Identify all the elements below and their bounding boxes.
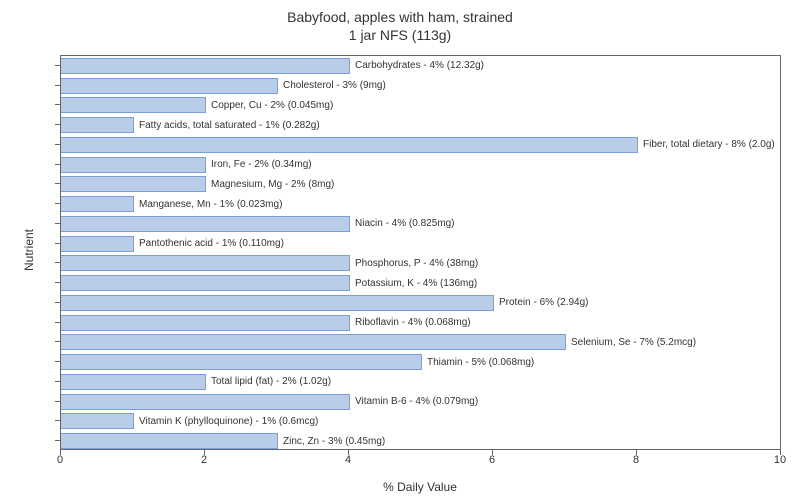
y-tick-mark [55, 381, 60, 382]
y-axis-line [60, 55, 61, 450]
y-tick-mark [55, 401, 60, 402]
bar-row: Potassium, K - 4% (136mg) [60, 275, 477, 292]
nutrient-bar [60, 334, 566, 350]
y-tick-mark [55, 203, 60, 204]
bar-row: Zinc, Zn - 3% (0.45mg) [60, 433, 385, 450]
x-axis-label: % Daily Value [60, 480, 780, 494]
y-tick-mark [55, 262, 60, 263]
bar-row: Vitamin K (phylloquinone) - 1% (0.6mcg) [60, 413, 318, 430]
nutrient-bar [60, 196, 134, 212]
bar-row: Iron, Fe - 2% (0.34mg) [60, 156, 312, 173]
y-tick-mark [55, 440, 60, 441]
bar-row: Protein - 6% (2.94g) [60, 294, 589, 311]
bar-row: Manganese, Mn - 1% (0.023mg) [60, 196, 282, 213]
bar-row: Thiamin - 5% (0.068mg) [60, 354, 534, 371]
x-tick-label: 6 [489, 454, 495, 466]
nutrient-bar-label: Total lipid (fat) - 2% (1.02g) [211, 376, 331, 387]
bar-row: Total lipid (fat) - 2% (1.02g) [60, 373, 331, 390]
y-tick-mark [55, 223, 60, 224]
y-tick-mark [55, 302, 60, 303]
nutrient-bar [60, 354, 422, 370]
x-tick-label: 0 [57, 454, 63, 466]
x-tick-label: 2 [201, 454, 207, 466]
plot-area: Carbohydrates - 4% (12.32g) Cholesterol -… [60, 55, 781, 451]
y-tick-mark [55, 65, 60, 66]
y-tick-mark [55, 104, 60, 105]
nutrient-bar [60, 176, 206, 192]
y-tick-mark [55, 164, 60, 165]
nutrient-bar-label: Selenium, Se - 7% (5.2mcg) [571, 337, 696, 348]
nutrient-bar-label: Protein - 6% (2.94g) [499, 297, 589, 308]
y-tick-mark [55, 420, 60, 421]
nutrient-bar [60, 255, 350, 271]
bar-row: Pantothenic acid - 1% (0.110mg) [60, 235, 284, 252]
y-tick-mark [55, 322, 60, 323]
nutrient-bar [60, 413, 134, 429]
y-tick-mark [55, 341, 60, 342]
nutrient-bar-label: Carbohydrates - 4% (12.32g) [355, 60, 484, 71]
x-tick-label: 10 [774, 454, 786, 466]
nutrient-bar [60, 137, 638, 153]
bar-row: Fatty acids, total saturated - 1% (0.282… [60, 117, 320, 134]
nutrient-bar [60, 374, 206, 390]
chart-title-line1: Babyfood, apples with ham, strained [287, 9, 513, 25]
y-tick-mark [55, 85, 60, 86]
bar-row: Selenium, Se - 7% (5.2mcg) [60, 334, 696, 351]
nutrient-bar [60, 78, 278, 94]
bar-row: Cholesterol - 3% (9mg) [60, 77, 386, 94]
nutrient-bar [60, 394, 350, 410]
bar-row: Riboflavin - 4% (0.068mg) [60, 314, 471, 331]
nutrient-bar-label: Pantothenic acid - 1% (0.110mg) [139, 238, 284, 249]
bar-row: Copper, Cu - 2% (0.045mg) [60, 97, 333, 114]
nutrient-bar-label: Magnesium, Mg - 2% (8mg) [211, 179, 334, 190]
x-tick-label: 4 [345, 454, 351, 466]
y-tick-mark [55, 144, 60, 145]
nutrient-bar [60, 275, 350, 291]
nutrient-bar-label: Fatty acids, total saturated - 1% (0.282… [139, 120, 320, 131]
bar-row: Phosphorus, P - 4% (38mg) [60, 255, 478, 272]
nutrient-bar-label: Thiamin - 5% (0.068mg) [427, 357, 534, 368]
chart-title: Babyfood, apples with ham, strained 1 ja… [0, 0, 800, 44]
nutrient-bar-label: Phosphorus, P - 4% (38mg) [355, 258, 478, 269]
nutrient-bar [60, 433, 278, 449]
nutrient-bar-label: Potassium, K - 4% (136mg) [355, 278, 477, 289]
nutrient-bar-label: Copper, Cu - 2% (0.045mg) [211, 100, 333, 111]
y-tick-mark [55, 124, 60, 125]
nutrient-bar [60, 216, 350, 232]
y-tick-mark [55, 282, 60, 283]
nutrient-bar [60, 117, 134, 133]
nutrient-bar [60, 157, 206, 173]
y-axis-label: Nutrient [22, 229, 36, 271]
y-tick-mark [55, 183, 60, 184]
nutrient-bar-label: Vitamin K (phylloquinone) - 1% (0.6mcg) [139, 416, 318, 427]
nutrient-bar-label: Fiber, total dietary - 8% (2.0g) [643, 139, 775, 150]
x-axis-line [60, 449, 780, 450]
nutrient-bar-label: Zinc, Zn - 3% (0.45mg) [283, 436, 385, 447]
nutrient-bar [60, 97, 206, 113]
bar-row: Vitamin B-6 - 4% (0.079mg) [60, 393, 478, 410]
nutrient-bar [60, 315, 350, 331]
nutrient-bar-label: Manganese, Mn - 1% (0.023mg) [139, 199, 282, 210]
y-tick-mark [55, 243, 60, 244]
nutrient-bar-label: Cholesterol - 3% (9mg) [283, 80, 386, 91]
nutrient-bar-label: Niacin - 4% (0.825mg) [355, 218, 454, 229]
chart-title-line2: 1 jar NFS (113g) [349, 27, 451, 43]
bar-row: Carbohydrates - 4% (12.32g) [60, 57, 484, 74]
nutrient-bar-label: Riboflavin - 4% (0.068mg) [355, 317, 471, 328]
nutrient-bar [60, 295, 494, 311]
x-tick-label: 8 [633, 454, 639, 466]
y-tick-mark [55, 361, 60, 362]
bar-row: Fiber, total dietary - 8% (2.0g) [60, 136, 775, 153]
nutrient-bar-label: Vitamin B-6 - 4% (0.079mg) [355, 396, 478, 407]
nutrient-bar-label: Iron, Fe - 2% (0.34mg) [211, 159, 312, 170]
nutrient-bar [60, 58, 350, 74]
nutrient-bar [60, 236, 134, 252]
nutrient-chart: Babyfood, apples with ham, strained 1 ja… [0, 0, 800, 500]
bar-row: Magnesium, Mg - 2% (8mg) [60, 176, 334, 193]
bar-row: Niacin - 4% (0.825mg) [60, 215, 454, 232]
